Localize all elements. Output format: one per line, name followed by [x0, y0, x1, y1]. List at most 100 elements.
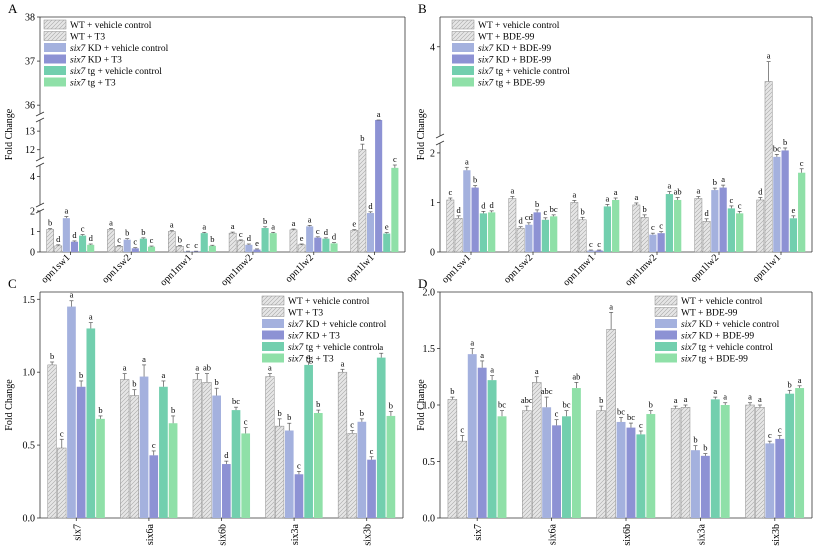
panel-b-bar	[516, 227, 525, 253]
panel-b-significance-letter: b	[473, 175, 477, 185]
panel-a-significance-letter: c	[150, 235, 154, 245]
panel-b-bar	[727, 208, 736, 252]
panel-c-bar	[241, 433, 251, 518]
panel-d-significance-letter: a	[713, 386, 717, 396]
panel-a-category-label: opn1lw2	[283, 252, 316, 285]
panel-d-bar	[562, 416, 571, 518]
panel-c-bar	[96, 418, 105, 518]
panel-c-significance-letter: bc	[232, 396, 240, 406]
panel-a-y-tick-label: 38	[25, 13, 35, 24]
panel-a-bar	[139, 238, 147, 252]
panel-b-bar	[463, 170, 471, 252]
panel-d-significance-letter: a	[684, 394, 688, 404]
panel-a-significance-letter: b	[48, 218, 52, 228]
panel-b-significance-letter: d	[704, 208, 709, 218]
panel-b-significance-letter: b	[783, 137, 787, 147]
panel-a-y-tick-label: 12	[25, 145, 35, 156]
panel-b-significance-letter: a	[767, 51, 771, 61]
panel-b-significance-letter: d	[490, 200, 495, 210]
panel-b-bar	[603, 206, 612, 252]
panel-a-bar	[62, 218, 70, 252]
panel-c-significance-letter: a	[341, 358, 345, 368]
panel-d-significance-letter: a	[748, 392, 752, 402]
panel-b-significance-letter: c	[730, 195, 734, 205]
panel-a-bar	[375, 120, 383, 252]
panel-c-bar	[168, 423, 178, 518]
panel-c-significance-letter: b	[98, 405, 102, 415]
panel-d-bar	[457, 440, 468, 519]
panel-d-bar	[690, 450, 700, 518]
panel-a-category-label: opn1sw2	[100, 252, 133, 285]
panel-c-significance-letter: b	[79, 370, 83, 380]
panel-c-significance-letter: b	[132, 379, 136, 389]
panel-c-bar	[139, 376, 149, 518]
panel-c-significance-letter: c	[350, 420, 354, 430]
panel-d-y-tick-label: 1.0	[423, 401, 436, 412]
panel-a-significance-letter: d	[324, 227, 329, 237]
panel-c-legend-swatch	[261, 295, 285, 306]
panel-b-significance-letter: c	[659, 221, 663, 231]
panel-c-legend-label: six7 tg + T3	[288, 355, 334, 365]
panel-a-bar	[350, 230, 359, 253]
panel-c-legend-swatch	[262, 319, 284, 328]
panel-b-significance-letter: b	[642, 204, 646, 214]
panel-b-letter: B	[418, 1, 427, 16]
panel-b-bar	[533, 212, 541, 252]
panel-d-significance-letter: a	[723, 392, 727, 402]
panel-c-bar	[313, 413, 323, 518]
panel-a-y-tick-label: 1	[30, 227, 35, 238]
panel-c-legend-label: WT + vehicle control	[288, 297, 370, 307]
panel-a-legend-label: six7 tg + T3	[70, 79, 116, 89]
panel-c-bar	[274, 425, 285, 519]
panel-c-legend-label: six7 KD + vehicle control	[288, 320, 387, 330]
panel-b-significance-letter: a	[510, 186, 514, 196]
panel-d-significance-letter: b	[693, 435, 697, 445]
panel-d-bar	[670, 408, 681, 519]
panel-c-y-tick-label: 1.5	[23, 295, 36, 306]
panel-c-bar	[376, 357, 386, 518]
panel-b-significance-letter: d	[518, 216, 523, 226]
panel-b-bar	[632, 204, 641, 253]
panel-a-legend-label: six7 KD + vehicle control	[70, 44, 169, 54]
panel-b-category-label: opn1lw2	[689, 252, 722, 285]
panel-a-significance-letter: d	[89, 233, 94, 243]
panel-a-bar	[306, 226, 314, 252]
panel-b-y-tick-label: 1	[430, 198, 435, 209]
panel-a-legend-label: WT + vehicle control	[70, 21, 152, 31]
panel-a-legend-label: WT + T3	[70, 33, 105, 43]
panel-a-bar	[330, 243, 338, 252]
panel-a-letter: A	[8, 1, 18, 16]
panel-b-legend-label: six7 KD + BDE-99	[478, 56, 551, 66]
panel-b-bar	[711, 190, 719, 252]
panel-d-bar	[755, 407, 765, 519]
panel-a-bar	[123, 239, 131, 252]
panel-d-bar	[522, 410, 532, 519]
panel-d-bar	[542, 407, 552, 518]
panel-a-significance-letter: d	[247, 233, 252, 243]
panel-c-bar	[265, 376, 275, 519]
panel-d-significance-letter: a	[480, 350, 484, 360]
panel-a-bar	[366, 213, 375, 252]
panel-a-legend-swatch	[44, 43, 66, 52]
panel-c-significance-letter: b	[389, 401, 393, 411]
panel-a-legend-swatch	[44, 66, 66, 75]
panel-b-legend-swatch	[452, 66, 474, 75]
panel-d-category-label: six6a	[548, 523, 559, 545]
panel-a-significance-letter: d	[72, 230, 77, 240]
panel-b-significance-letter: d	[481, 200, 486, 210]
panel-c-significance-letter: d	[224, 450, 229, 460]
panel-b-bar	[674, 199, 682, 252]
panel-d-category-label: six6b	[622, 524, 633, 546]
panel-a-axis-break-mark	[35, 156, 45, 162]
panel-d-y-tick-label: 0.0	[423, 514, 436, 525]
panel-b-significance-letter: bc	[773, 143, 781, 153]
panel-d-significance-letter: abc	[521, 395, 533, 405]
panel-a-bar	[358, 149, 367, 253]
panel-d-y-tick-label: 0.5	[423, 457, 436, 468]
panel-c-bar	[231, 410, 241, 518]
panel-a-legend-swatch	[43, 19, 67, 30]
panel-a-significance-letter: b	[210, 234, 214, 244]
